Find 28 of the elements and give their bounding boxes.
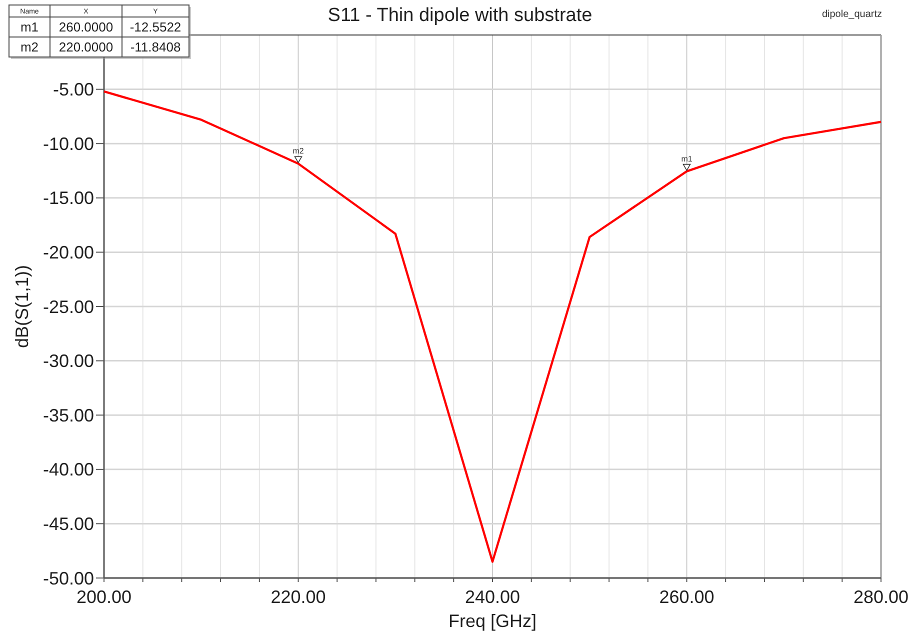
x-tick-label: 240.00 (464, 587, 520, 607)
text: m1 (20, 20, 39, 35)
y-tick-label: -40.00 (42, 460, 94, 480)
y-axis-title: dB(S(1,1)) (12, 264, 32, 348)
text: -12.5522 (130, 20, 182, 35)
annotation: m1 (681, 154, 693, 164)
y-tick-label: -20.00 (42, 242, 94, 262)
text: 260.0000 (58, 20, 114, 35)
x-tick-label: 280.00 (853, 587, 909, 607)
y-tick-label: -15.00 (42, 188, 94, 208)
annotation: 220.0000 (58, 40, 114, 55)
text: dipole_quartz (822, 9, 882, 20)
y-tick-label: -5.00 (52, 80, 94, 100)
x-tick-label: 200.00 (76, 587, 132, 607)
chart-title: S11 - Thin dipole with substrate (328, 5, 592, 26)
annotation: -11.8408 (130, 40, 181, 55)
y-tick-label: -25.00 (42, 296, 94, 317)
y-tick-label: -30.00 (42, 351, 94, 372)
x-axis-title: Freq [GHz] (448, 611, 537, 631)
x-tick-label: 220.00 (270, 587, 326, 607)
x-tick-label: 260.00 (659, 587, 714, 607)
y-tick-label: -45.00 (42, 514, 94, 534)
y-tick-label: -35.00 (42, 405, 94, 426)
y-tick-label: -50.00 (42, 568, 94, 588)
line-series (102, 90, 882, 563)
text: m2 (20, 40, 39, 55)
y-tick-label: -10.00 (42, 134, 94, 154)
annotation: m2 (292, 146, 304, 156)
